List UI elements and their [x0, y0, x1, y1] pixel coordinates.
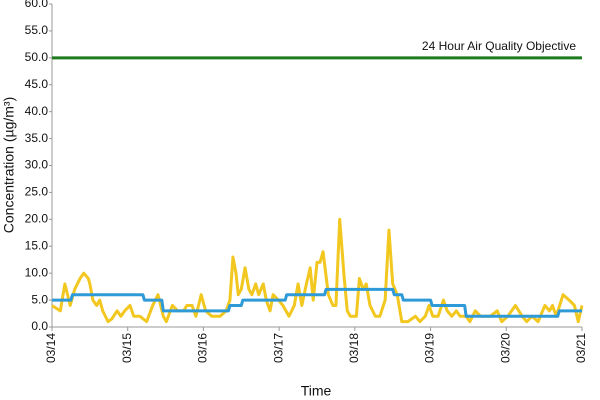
- series-line: [51, 217, 584, 324]
- y-tick-label: 40.0: [25, 104, 49, 118]
- x-axis-label: Time: [301, 383, 332, 399]
- y-tick-label: 45.0: [25, 77, 49, 91]
- x-tick-label: 03/20: [498, 333, 512, 363]
- y-tick-label: 55.0: [25, 23, 49, 37]
- y-tick-label: 60.0: [25, 0, 49, 10]
- y-axis-label: Concentration (µg/m³): [1, 97, 17, 233]
- series-line: [52, 287, 582, 318]
- y-tick-label: 20.0: [25, 212, 49, 226]
- x-tick-label: 03/16: [196, 333, 210, 363]
- y-tick-label: 15.0: [25, 238, 49, 252]
- annotation: 24 Hour Air Quality Objective: [422, 39, 576, 53]
- x-tick-label: 03/15: [120, 333, 134, 363]
- x-tick-label: 03/21: [574, 333, 588, 363]
- x-tick-label: 03/17: [271, 333, 285, 363]
- y-tick-label: 50.0: [25, 50, 49, 64]
- y-tick-label: 35.0: [25, 131, 49, 145]
- x-tick-label: 03/18: [347, 333, 361, 363]
- y-tick-label: 10.0: [25, 265, 49, 279]
- x-tick-label: 03/14: [44, 333, 58, 363]
- x-tick-label: 03/19: [423, 333, 437, 363]
- y-tick-label: 30.0: [25, 158, 49, 172]
- y-tick-label: 0.0: [31, 319, 48, 333]
- y-tick-label: 25.0: [25, 185, 49, 199]
- y-tick-label: 5.0: [31, 292, 48, 306]
